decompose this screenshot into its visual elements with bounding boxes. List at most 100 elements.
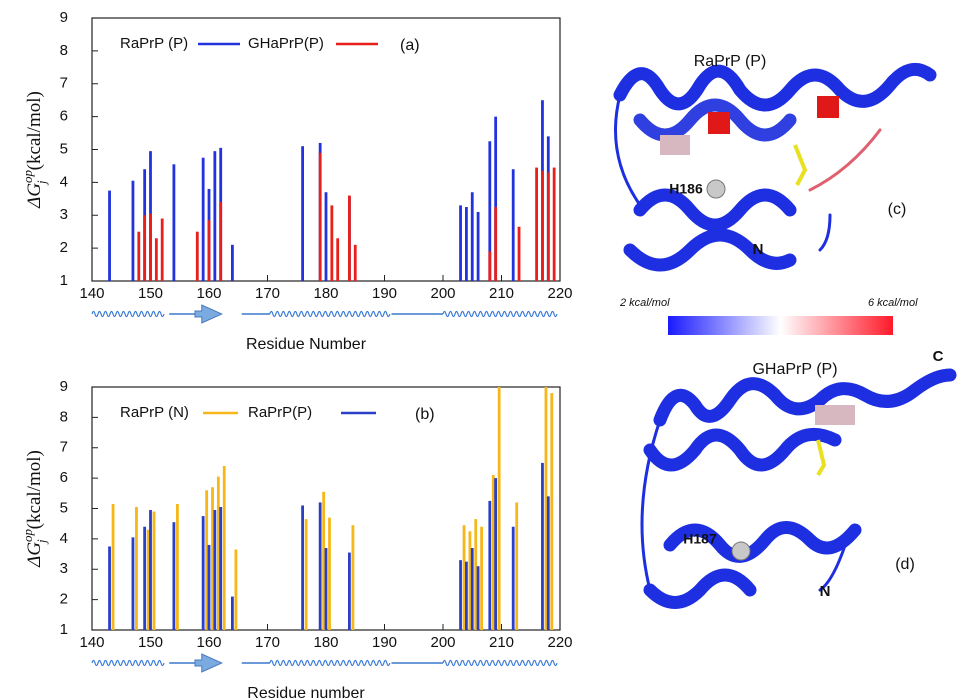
helix [269,310,391,318]
x-tick-label: 200 [430,285,455,302]
y-tick-label: 2 [60,591,68,608]
bar [304,519,308,630]
y-axis-label-part: (kcal/mol) [24,91,45,170]
terminus-label: N [820,583,831,600]
bar [318,502,322,630]
helix [91,659,165,667]
bar [234,549,238,630]
bar [213,151,217,281]
bar [205,490,209,630]
x-tick-label: 190 [372,634,397,651]
structure-c [613,62,937,272]
bar [149,510,152,630]
histidine [706,179,726,199]
panel-label: (a) [400,37,420,54]
x-tick-label: 210 [489,285,514,302]
x-tick-label: 170 [255,285,280,302]
bar [318,152,322,281]
y-axis-label-part: op [20,528,35,542]
bar [515,502,519,630]
bar [207,544,211,630]
bar [172,164,176,281]
bar [480,526,484,630]
disulfide [793,144,808,186]
panel-label: (d) [895,556,915,573]
legend-label: GHaPrP(P) [248,35,324,52]
bar [468,531,472,630]
bar [201,157,205,281]
bar [336,238,340,281]
bar [544,387,548,630]
panel-label: (c) [888,201,907,218]
y-tick-label: 6 [60,108,68,125]
bar [541,170,544,281]
panel-label: (b) [415,406,435,423]
terminus-label: C [933,348,944,365]
bar [176,503,179,630]
x-tick-label: 160 [196,285,221,302]
bar [491,475,495,630]
bar [324,547,328,630]
x-axis-label: Residue Number [246,336,367,353]
x-tick-label: 220 [547,634,572,651]
helix [442,310,558,318]
bar [348,195,351,281]
bars [108,387,554,630]
x-tick-label: 220 [547,285,572,302]
terminus-label: N [753,241,764,258]
legend-label: RaPrP(P) [248,404,312,421]
y-axis-label-part: ΔG [24,542,45,568]
bar [348,552,351,630]
y-tick-label: 8 [60,42,68,59]
bar [511,169,515,281]
bar [517,226,521,281]
structure-title: GHaPrP (P) [752,361,837,378]
bar [470,192,474,281]
bar [476,566,480,630]
y-tick-label: 3 [60,560,68,577]
bar [219,506,223,630]
x-tick-label: 170 [255,634,280,651]
hot-spot [660,135,690,155]
bar [459,560,462,630]
bar [146,529,150,630]
colorbar-min-label: 2 kcal/mol [619,297,670,309]
bar [219,202,223,281]
x-tick-label: 140 [79,634,104,651]
colorbar-max-label: 6 kcal/mol [868,297,918,309]
bar [143,215,147,281]
bar [353,244,357,281]
y-tick-label: 8 [60,408,68,425]
bar [494,478,498,630]
bar [474,519,478,630]
y-tick-label: 4 [60,530,68,547]
helix [91,310,165,318]
y-tick-label: 1 [60,621,68,638]
y-axis-label-part: j [34,180,49,186]
y-axis-label: ΔGopj (kcal/mol) [20,450,49,568]
y-tick-label: 6 [60,469,68,486]
bar [222,465,226,630]
x-tick-label: 140 [79,285,104,302]
bar [324,192,328,281]
y-tick-label: 2 [60,239,68,256]
legend-label: RaPrP (N) [120,404,189,421]
structure-title: RaPrP (P) [694,53,767,70]
strand [194,653,223,673]
histidine [731,541,751,561]
hot-spot [708,112,730,134]
bar [108,190,111,281]
y-tick-label: 9 [60,378,68,395]
x-tick-label: 150 [138,634,163,651]
y-tick-label: 1 [60,272,68,289]
bar [462,525,466,630]
helix [442,659,558,667]
residue-label: H187 [683,531,717,547]
bar [195,231,199,281]
bar [552,167,556,281]
y-axis-label-part: (kcal/mol) [24,450,45,529]
bar [494,207,498,281]
bar [160,218,164,281]
bar [301,505,304,630]
bar [465,561,468,630]
